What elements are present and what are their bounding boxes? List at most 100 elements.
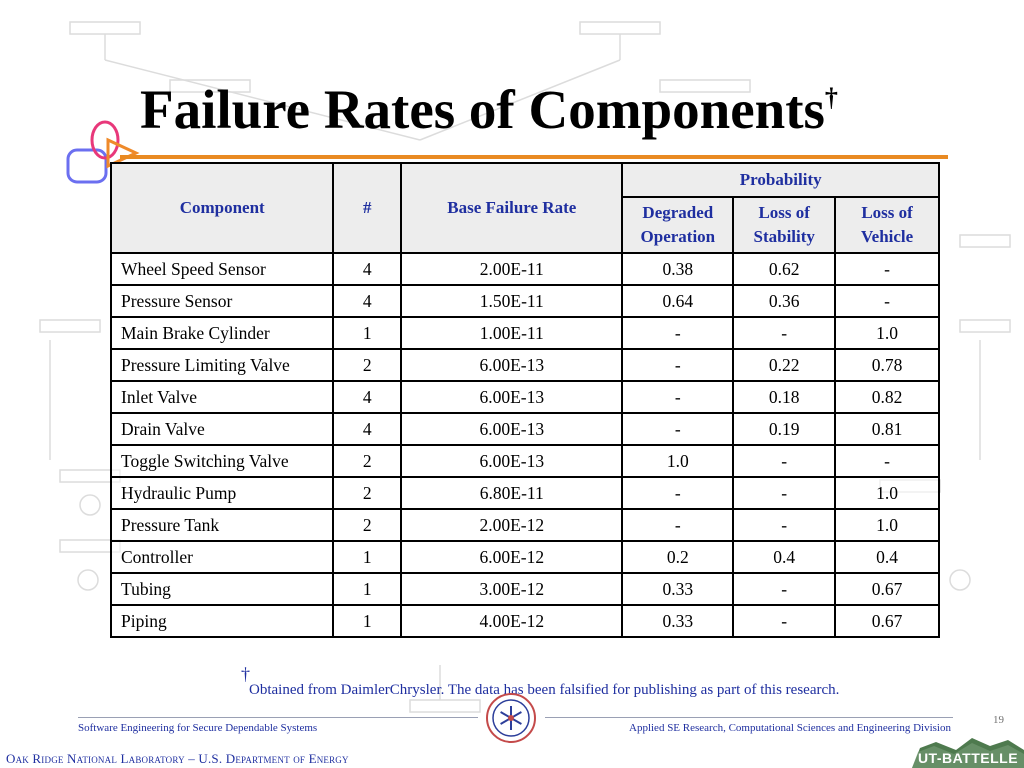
degraded-cell: 0.64 <box>621 284 735 318</box>
ut-battelle-logo-icon <box>912 738 1024 768</box>
base-rate-cell: 6.00E-13 <box>400 444 624 478</box>
count-cell: 4 <box>332 252 403 286</box>
loss-stability-cell: 0.18 <box>732 380 837 414</box>
header-degraded-operation: Degraded Operation <box>621 196 735 254</box>
loss-vehicle-cell: - <box>834 284 940 318</box>
page-number: 19 <box>993 714 1004 726</box>
base-rate-cell: 6.00E-12 <box>400 540 624 574</box>
table-row: Hydraulic Pump 2 6.80E-11- -1.0 <box>109 476 940 510</box>
title-dagger-mark: † <box>824 83 838 112</box>
count-cell: 4 <box>332 412 403 446</box>
loss-stability-cell: 0.19 <box>732 412 837 446</box>
degraded-cell: 0.38 <box>621 252 735 286</box>
component-cell: Pressure Limiting Valve <box>109 348 335 382</box>
base-rate-cell: 1.50E-11 <box>400 284 624 318</box>
component-cell: Pressure Sensor <box>109 284 335 318</box>
count-cell: 1 <box>332 604 403 638</box>
degraded-cell: - <box>621 508 735 542</box>
loss-stability-cell: - <box>732 316 837 350</box>
table-row: Pressure Tank 2 2.00E-12- -1.0 <box>109 508 940 542</box>
degraded-cell: 0.33 <box>621 604 735 638</box>
base-rate-cell: 1.00E-11 <box>400 316 624 350</box>
organization-name: Oak Ridge National Laboratory – U.S. Dep… <box>6 751 349 766</box>
loss-vehicle-cell: 1.0 <box>834 476 940 510</box>
loss-stability-cell: 0.4 <box>732 540 837 574</box>
count-cell: 1 <box>332 572 403 606</box>
footer-right-text: Applied SE Research, Computational Scien… <box>629 722 951 734</box>
component-cell: Controller <box>109 540 335 574</box>
loss-stability-cell: - <box>732 604 837 638</box>
slide-title: Failure Rates of Components† <box>140 79 838 141</box>
title-underline <box>120 155 948 159</box>
loss-vehicle-cell: 0.81 <box>834 412 940 446</box>
loss-stability-cell: - <box>732 508 837 542</box>
loss-stability-cell: - <box>732 476 837 510</box>
footnote-text: Obtained from DaimlerChrysler. The data … <box>249 682 840 698</box>
table-row: Wheel Speed Sensor 4 2.00E-11 0.38 0.62- <box>109 252 940 286</box>
table-row: Piping 1 4.00E-12 0.33-0.67 <box>109 604 940 638</box>
base-rate-cell: 3.00E-12 <box>400 572 624 606</box>
loss-vehicle-cell: - <box>834 252 940 286</box>
degraded-cell: - <box>621 380 735 414</box>
table-row: Toggle Switching Valve 2 6.00E-13 1.0- - <box>109 444 940 478</box>
footer-divider-left <box>78 717 478 718</box>
loss-vehicle-cell: 0.82 <box>834 380 940 414</box>
component-cell: Drain Valve <box>109 412 335 446</box>
loss-vehicle-cell: 0.67 <box>834 572 940 606</box>
slide-title-text: Failure Rates of Components <box>140 79 825 140</box>
footer-left-text: Software Engineering for Secure Dependab… <box>78 722 318 734</box>
component-cell: Toggle Switching Valve <box>109 444 335 478</box>
base-rate-cell: 6.00E-13 <box>400 380 624 414</box>
loss-stability-cell: - <box>732 444 837 478</box>
base-rate-cell: 6.80E-11 <box>400 476 624 510</box>
footnote-dagger-mark: † <box>241 664 250 684</box>
count-cell: 1 <box>332 316 403 350</box>
component-cell: Piping <box>109 604 335 638</box>
loss-vehicle-cell: - <box>834 444 940 478</box>
header-base-failure-rate: Base Failure Rate <box>400 162 624 254</box>
loss-stability-cell: 0.36 <box>732 284 837 318</box>
component-cell: Pressure Tank <box>109 508 335 542</box>
degraded-cell: - <box>621 476 735 510</box>
table-row: Inlet Valve 4 6.00E-13-0.18 0.82 <box>109 380 940 414</box>
count-cell: 4 <box>332 284 403 318</box>
count-cell: 1 <box>332 540 403 574</box>
base-rate-cell: 6.00E-13 <box>400 412 624 446</box>
header-component: Component <box>109 162 335 254</box>
header-loss-of-vehicle: Loss of Vehicle <box>834 196 940 254</box>
ut-battelle-logo-text: UT-BATTELLE <box>917 750 1019 766</box>
component-cell: Inlet Valve <box>109 380 335 414</box>
failure-rates-table: Component # Base Failure Rate Probabilit… <box>109 162 940 638</box>
loss-vehicle-cell: 0.67 <box>834 604 940 638</box>
degraded-cell: - <box>621 348 735 382</box>
loss-stability-cell: - <box>732 572 837 606</box>
seal-logo-icon <box>486 693 536 743</box>
degraded-cell: - <box>621 316 735 350</box>
header-count: # <box>332 162 403 254</box>
base-rate-cell: 6.00E-13 <box>400 348 624 382</box>
header-probability: Probability <box>621 162 940 198</box>
component-cell: Hydraulic Pump <box>109 476 335 510</box>
count-cell: 4 <box>332 380 403 414</box>
table-row: Controller 1 6.00E-12 0.2 0.4 0.4 <box>109 540 940 574</box>
footer-divider-right <box>545 717 953 718</box>
loss-stability-cell: 0.62 <box>732 252 837 286</box>
presentation-logo-icon <box>66 120 140 184</box>
degraded-cell: 0.33 <box>621 572 735 606</box>
loss-vehicle-cell: 0.4 <box>834 540 940 574</box>
degraded-cell: 1.0 <box>621 444 735 478</box>
table-row: Main Brake Cylinder 1 1.00E-11- -1.0 <box>109 316 940 350</box>
degraded-cell: - <box>621 412 735 446</box>
base-rate-cell: 2.00E-11 <box>400 252 624 286</box>
table-row: Pressure Sensor 4 1.50E-11 0.64 0.36- <box>109 284 940 318</box>
component-cell: Main Brake Cylinder <box>109 316 335 350</box>
header-loss-of-stability: Loss of Stability <box>732 196 837 254</box>
base-rate-cell: 4.00E-12 <box>400 604 624 638</box>
loss-stability-cell: 0.22 <box>732 348 837 382</box>
table-row: Pressure Limiting Valve 2 6.00E-13-0.22 0.7… <box>109 348 940 382</box>
table-body: Wheel Speed Sensor 4 2.00E-11 0.38 0.62- Pres… <box>109 252 940 638</box>
table-row: Drain Valve 4 6.00E-13-0.19 0.81 <box>109 412 940 446</box>
count-cell: 2 <box>332 444 403 478</box>
table-row: Tubing 1 3.00E-12 0.33-0.67 <box>109 572 940 606</box>
degraded-cell: 0.2 <box>621 540 735 574</box>
